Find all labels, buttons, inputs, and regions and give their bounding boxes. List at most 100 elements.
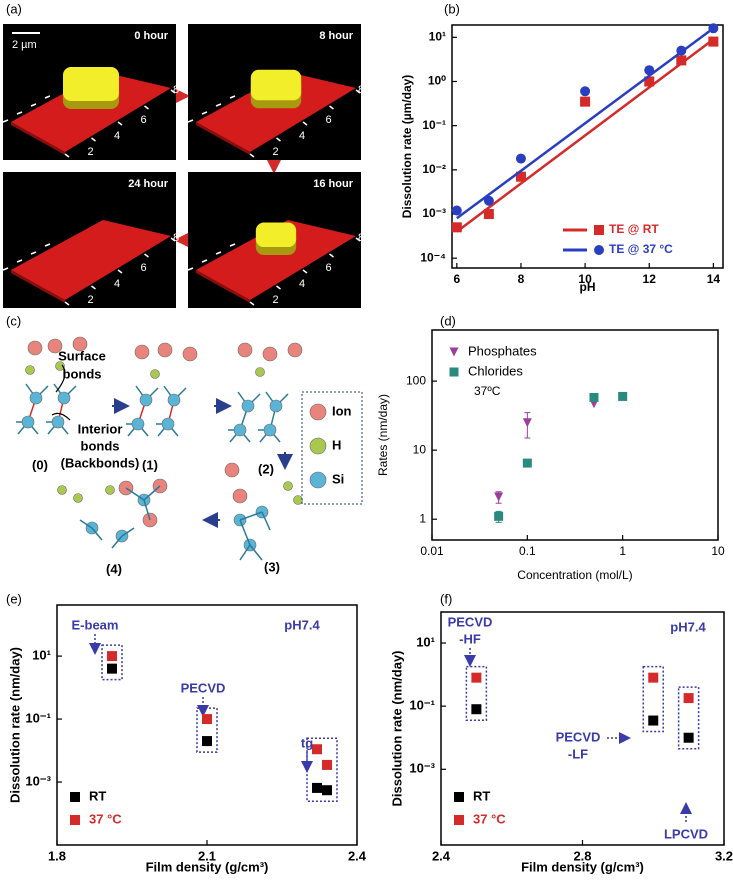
- legend-label: TE @ 37 °C: [609, 242, 673, 256]
- bond: [143, 485, 161, 501]
- bond: [91, 527, 103, 541]
- x-tick-label: 2.4: [432, 848, 451, 863]
- si-atom: [21, 415, 35, 429]
- axis-tick: [117, 121, 123, 126]
- annotation: tg: [301, 735, 313, 750]
- step-label: (4): [106, 561, 122, 576]
- oxide-top: [250, 69, 302, 101]
- point: [683, 732, 694, 743]
- axis-tick-label: 4: [114, 278, 120, 290]
- axis-dash: [229, 95, 236, 99]
- axis-tick-label: 0: [61, 310, 67, 322]
- axis-tick-label: 0: [61, 162, 67, 174]
- x-tick-label: 2.8: [573, 848, 591, 863]
- panel-label: (a): [6, 1, 22, 16]
- axis-dash: [215, 103, 222, 107]
- point: [580, 96, 591, 107]
- axis-tick: [355, 237, 361, 242]
- point: [644, 65, 655, 76]
- bond: [79, 519, 93, 529]
- annotation: pH7.4: [284, 617, 320, 632]
- point: [676, 45, 687, 56]
- scale-bar-label: 2 µm: [12, 39, 37, 51]
- si-atom: [263, 423, 277, 437]
- legend-label: Chlorides: [468, 363, 523, 378]
- y-tick-label: 10⁻³: [25, 773, 51, 788]
- point: [322, 759, 332, 770]
- point: [648, 715, 659, 726]
- axis-tick: [144, 253, 149, 258]
- fit-line: [456, 27, 715, 220]
- point: [494, 492, 504, 502]
- point: [451, 222, 462, 233]
- y-axis-title: Dissolution rate (nm/day): [7, 647, 22, 803]
- y-tick-label: 10⁰: [428, 74, 446, 88]
- axis-dash: [30, 251, 37, 255]
- legend-label: RT: [473, 788, 490, 803]
- step-label: (2): [258, 461, 274, 476]
- annotation: -LF: [568, 746, 588, 761]
- h-atom: [55, 361, 65, 371]
- y-axis-title: Dissolution rate (nm/day): [389, 650, 404, 806]
- si-atom: [57, 391, 71, 405]
- legend-label: 37 °C: [473, 811, 506, 826]
- legend-label: Ion: [332, 403, 352, 418]
- panel-label: (c): [6, 313, 21, 328]
- point: [683, 693, 694, 704]
- x-tick-label: 2.1: [198, 848, 216, 863]
- x-tick-label: 10: [711, 544, 725, 558]
- bond: [239, 519, 251, 546]
- axis-dash: [16, 111, 23, 115]
- axis-tick-label: 2: [273, 294, 279, 306]
- axis-tick: [329, 105, 334, 110]
- panel-label: (d): [440, 313, 456, 328]
- particle: [283, 481, 293, 491]
- axis-tick: [276, 285, 281, 290]
- axis-tick-label: 8: [173, 232, 179, 244]
- axis-tick: [144, 105, 149, 110]
- oxide-top: [63, 67, 119, 101]
- plot-frame: [56, 604, 358, 846]
- axis-tick: [302, 121, 308, 126]
- point: [589, 392, 599, 402]
- group-box: [101, 644, 123, 681]
- y-tick-label: 100: [406, 373, 426, 387]
- legend-label: Phosphates: [468, 343, 537, 358]
- axis-dash: [201, 259, 208, 263]
- axis-tick: [249, 301, 255, 306]
- axis-tick: [170, 237, 176, 242]
- substrate-edge: [11, 122, 65, 155]
- substrate: [196, 72, 356, 152]
- point: [522, 458, 532, 468]
- si-atom: [131, 417, 145, 431]
- x-axis-title: Film density (g/cm³): [521, 859, 644, 874]
- oxide-top: [255, 222, 297, 248]
- frame-time: 16 hour: [313, 178, 353, 190]
- y-tick-label: 10¹: [32, 648, 51, 663]
- point: [522, 418, 532, 428]
- legend-marker: [594, 245, 604, 255]
- step-label: (3): [264, 559, 280, 574]
- x-tick-label: 8: [518, 272, 525, 286]
- ion: [47, 338, 63, 354]
- substrate-edge: [196, 122, 250, 155]
- legend-atom: [309, 403, 327, 421]
- legend-box: [301, 391, 363, 505]
- point: [494, 511, 504, 521]
- bond: [121, 527, 135, 537]
- axis-tick: [355, 89, 361, 94]
- si-atom: [161, 417, 175, 431]
- group-box: [677, 686, 700, 750]
- point: [107, 663, 117, 674]
- y-axis-title: Rates (nm/day): [376, 394, 390, 476]
- particle: [182, 346, 198, 362]
- y-tick-label: 10⁻³: [422, 206, 446, 220]
- axis-tick-label: 4: [299, 130, 305, 142]
- axis-tick: [64, 301, 70, 306]
- bond: [239, 544, 251, 561]
- axis-tick: [302, 269, 308, 274]
- axis-tick-label: 2: [88, 294, 94, 306]
- si-atom: [269, 399, 283, 413]
- point: [312, 744, 322, 755]
- y-tick-label: 10¹: [429, 29, 446, 43]
